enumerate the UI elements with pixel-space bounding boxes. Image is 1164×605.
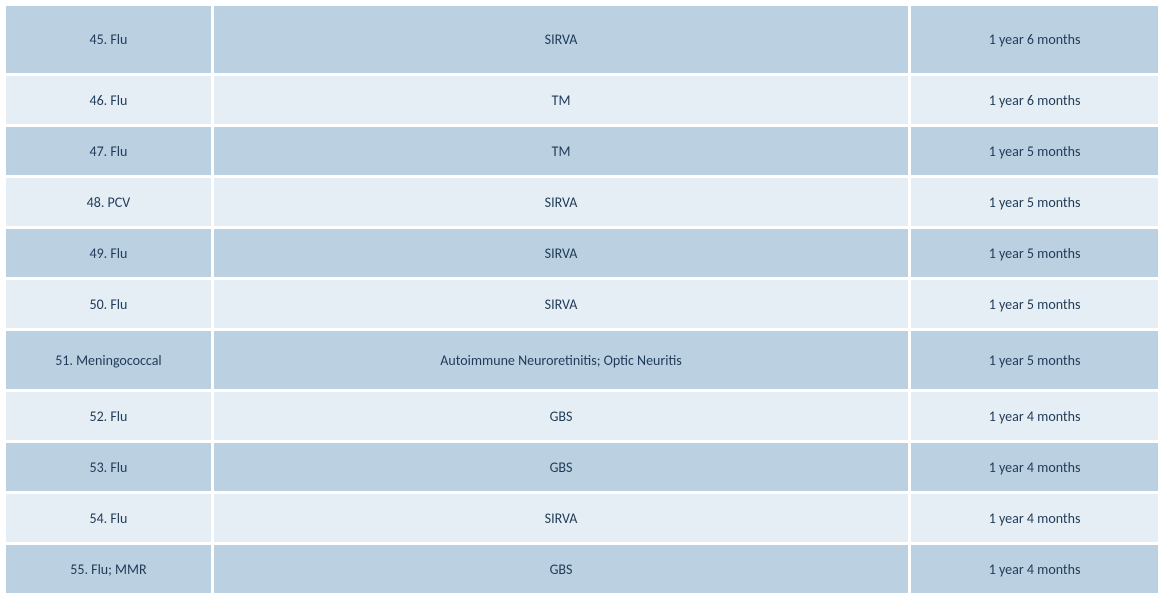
cell-col2: TM: [214, 127, 908, 175]
cell-col3: 1 year 5 months: [911, 127, 1158, 175]
cell-col3: 1 year 4 months: [911, 392, 1158, 440]
cell-col2: SIRVA: [214, 6, 908, 73]
cell-col1: 46. Flu: [6, 76, 211, 124]
cell-col1: 45. Flu: [6, 6, 211, 73]
cell-col3: 1 year 5 months: [911, 229, 1158, 277]
cell-col1: 50. Flu: [6, 280, 211, 328]
table-row: 50. FluSIRVA1 year 5 months: [6, 280, 1158, 328]
table-row: 49. FluSIRVA1 year 5 months: [6, 229, 1158, 277]
table-row: 46. FluTM1 year 6 months: [6, 76, 1158, 124]
table-row: 53. FluGBS1 year 4 months: [6, 443, 1158, 491]
table-row: 52. FluGBS1 year 4 months: [6, 392, 1158, 440]
cell-col1: 52. Flu: [6, 392, 211, 440]
cell-col1: 54. Flu: [6, 494, 211, 542]
data-table: 45. FluSIRVA1 year 6 months46. FluTM1 ye…: [3, 3, 1161, 596]
cell-col3: 1 year 6 months: [911, 76, 1158, 124]
table-row: 45. FluSIRVA1 year 6 months: [6, 6, 1158, 73]
cell-col2: SIRVA: [214, 178, 908, 226]
cell-col2: GBS: [214, 392, 908, 440]
cell-col1: 53. Flu: [6, 443, 211, 491]
cell-col3: 1 year 5 months: [911, 280, 1158, 328]
table-row: 47. FluTM1 year 5 months: [6, 127, 1158, 175]
cell-col2: SIRVA: [214, 494, 908, 542]
cell-col3: 1 year 6 months: [911, 6, 1158, 73]
table-row: 54. FluSIRVA1 year 4 months: [6, 494, 1158, 542]
cell-col3: 1 year 5 months: [911, 178, 1158, 226]
cell-col3: 1 year 4 months: [911, 545, 1158, 593]
cell-col2: GBS: [214, 545, 908, 593]
cell-col2: GBS: [214, 443, 908, 491]
table-row: 48. PCVSIRVA1 year 5 months: [6, 178, 1158, 226]
cell-col2: TM: [214, 76, 908, 124]
cell-col2: SIRVA: [214, 280, 908, 328]
cell-col3: 1 year 4 months: [911, 443, 1158, 491]
cell-col3: 1 year 5 months: [911, 331, 1158, 389]
cell-col1: 48. PCV: [6, 178, 211, 226]
cell-col1: 51. Meningococcal: [6, 331, 211, 389]
cell-col2: Autoimmune Neuroretinitis; Optic Neuriti…: [214, 331, 908, 389]
cell-col3: 1 year 4 months: [911, 494, 1158, 542]
cell-col1: 55. Flu; MMR: [6, 545, 211, 593]
cell-col1: 47. Flu: [6, 127, 211, 175]
cell-col2: SIRVA: [214, 229, 908, 277]
cell-col1: 49. Flu: [6, 229, 211, 277]
table-row: 55. Flu; MMRGBS1 year 4 months: [6, 545, 1158, 593]
table-row: 51. MeningococcalAutoimmune Neuroretinit…: [6, 331, 1158, 389]
